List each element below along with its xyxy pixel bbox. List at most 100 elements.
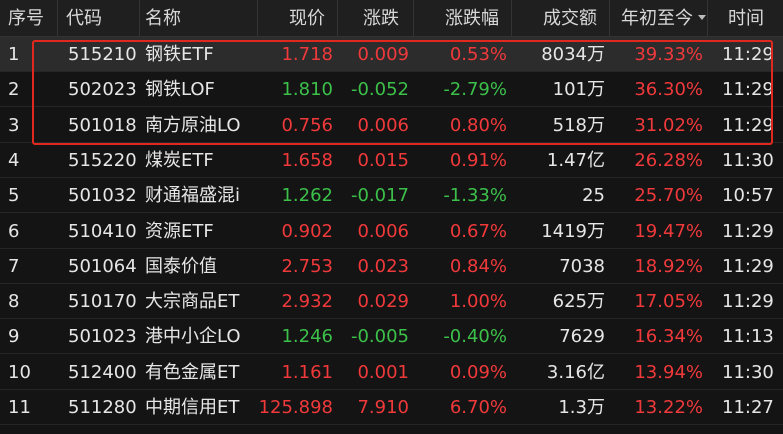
ytd: 16.34% [634,326,703,348]
turnover: 1.3万 [558,397,605,418]
code: 501023 [68,326,137,348]
column-header[interactable]: 序号 [0,0,58,37]
change: 7.910 [357,397,409,418]
code: 501032 [68,185,137,207]
time: 11:30 [722,149,774,171]
ytd: 18.92% [634,255,703,277]
index: 6 [8,220,20,242]
row[interactable] [0,319,783,355]
row[interactable] [0,107,783,143]
ytd: 13.94% [634,361,703,383]
time: 11:29 [722,255,774,277]
index: 1 [8,44,20,65]
row[interactable] [0,390,783,425]
ytd: 26.28% [634,149,703,171]
turnover: 7629 [559,326,605,348]
change: -0.052 [350,79,409,101]
price: 1.161 [281,361,333,383]
time: 11:29 [722,220,774,242]
turnover: 101万 [552,79,605,101]
column-header[interactable]: 现价 [258,0,338,37]
code: 510170 [68,291,137,313]
column-header[interactable]: 时间 [708,0,783,37]
index: 3 [8,114,20,136]
turnover: 1.47亿 [546,149,605,171]
name: 财通福盛混i [145,185,241,207]
column-header[interactable]: 涨跌 [338,0,414,37]
change: 0.029 [357,291,409,313]
row[interactable] [0,142,783,178]
code: 511280 [68,397,137,418]
code: 512400 [68,361,137,383]
change: 0.023 [357,255,409,277]
price: 1.246 [281,326,333,348]
index: 5 [8,185,20,207]
name: 煤炭ETF [145,149,214,171]
price: 1.658 [281,149,333,171]
change-pct: 0.91% [449,149,507,171]
change-pct: -2.79% [443,79,507,101]
change: -0.005 [350,326,409,348]
index: 2 [8,79,20,101]
row[interactable] [0,248,783,284]
time: 11:29 [722,44,774,65]
code: 515220 [68,149,137,171]
column-header[interactable]: 代码 [58,0,140,37]
ytd: 17.05% [634,291,703,313]
sort-indicator[interactable] [698,15,706,20]
change-pct: -0.40% [443,326,507,348]
change-pct: 1.00% [449,291,507,313]
change: 0.015 [357,149,409,171]
change: 0.006 [357,114,409,136]
time: 11:30 [722,361,774,383]
change: 0.009 [357,44,409,65]
code: 501018 [68,114,137,136]
code: 510410 [68,220,137,242]
time: 11:13 [722,326,774,348]
row[interactable] [0,213,783,249]
change-pct: 0.84% [449,255,507,277]
name: 中期信用ET [145,397,240,418]
column-header[interactable]: 年初至今 [610,0,708,37]
price: 2.753 [281,255,333,277]
turnover: 1419万 [541,220,605,242]
change: -0.017 [350,185,409,207]
change-pct: 0.67% [449,220,507,242]
row[interactable] [0,354,783,390]
change-pct: -1.33% [443,185,507,207]
turnover: 3.16亿 [546,361,605,383]
column-header[interactable]: 成交额 [512,0,610,37]
time: 11:29 [722,79,774,101]
index: 4 [8,149,20,171]
turnover: 625万 [552,291,605,313]
row[interactable] [0,178,783,214]
row[interactable] [0,284,783,320]
change: 0.001 [357,361,409,383]
column-header[interactable]: 名称 [140,0,258,37]
index: 7 [8,255,20,277]
column-header[interactable]: 涨跌幅 [414,0,512,37]
ytd: 36.30% [634,79,703,101]
change: 0.006 [357,220,409,242]
price: 1.810 [281,79,333,101]
name: 港中小企LO [145,326,241,348]
price: 125.898 [258,397,333,418]
change-pct: 6.70% [449,397,507,418]
ytd: 31.02% [634,114,703,136]
name: 大宗商品ET [145,291,240,313]
row[interactable] [0,37,783,72]
turnover: 518万 [552,114,605,136]
turnover: 8034万 [541,44,605,65]
change-pct: 0.09% [449,361,507,383]
name: 钢铁LOF [145,79,215,101]
code: 502023 [68,79,137,101]
turnover: 7038 [559,255,605,277]
name: 国泰价值 [145,255,217,277]
ytd: 39.33% [634,44,703,65]
row[interactable] [0,72,783,108]
price: 1.718 [281,44,333,65]
name: 资源ETF [145,220,214,242]
ytd: 19.47% [634,220,703,242]
time: 11:29 [722,114,774,136]
